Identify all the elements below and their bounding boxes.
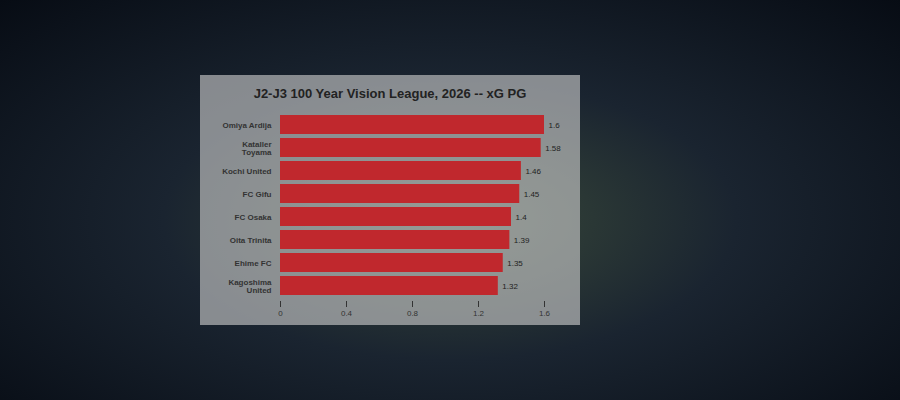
svg-text:0.4: 0.4 [341, 309, 353, 318]
svg-text:FC Osaka: FC Osaka [235, 213, 272, 222]
svg-text:1.2: 1.2 [473, 309, 485, 318]
svg-text:Omiya Ardija: Omiya Ardija [222, 121, 272, 130]
svg-text:1.35: 1.35 [507, 259, 523, 268]
svg-text:1.58: 1.58 [545, 144, 561, 153]
svg-text:Oita Trinita: Oita Trinita [230, 236, 272, 245]
svg-text:Ehime FC: Ehime FC [235, 259, 272, 268]
svg-text:1.32: 1.32 [502, 282, 518, 291]
html-text:J2-J3 100 Year Vision League,: J2-J3 100 Year Vision League, 2026 -- xG… [253, 86, 527, 101]
svg-text:Kochi United: Kochi United [222, 167, 271, 176]
svg-text:1.45: 1.45 [524, 190, 540, 199]
svg-text:1.46: 1.46 [525, 167, 541, 176]
svg-text:1.6: 1.6 [549, 121, 561, 130]
svg-text:KatallerToyama: KatallerToyama [242, 140, 272, 157]
svg-text:0.8: 0.8 [407, 309, 419, 318]
svg-text:1.4: 1.4 [516, 213, 528, 222]
svg-text:0: 0 [278, 309, 283, 318]
svg-text:FC Gifu: FC Gifu [243, 190, 272, 199]
svg-text:1.6: 1.6 [539, 309, 551, 318]
svg-text:1.39: 1.39 [514, 236, 530, 245]
svg-text:KagoshimaUnited: KagoshimaUnited [228, 278, 272, 295]
